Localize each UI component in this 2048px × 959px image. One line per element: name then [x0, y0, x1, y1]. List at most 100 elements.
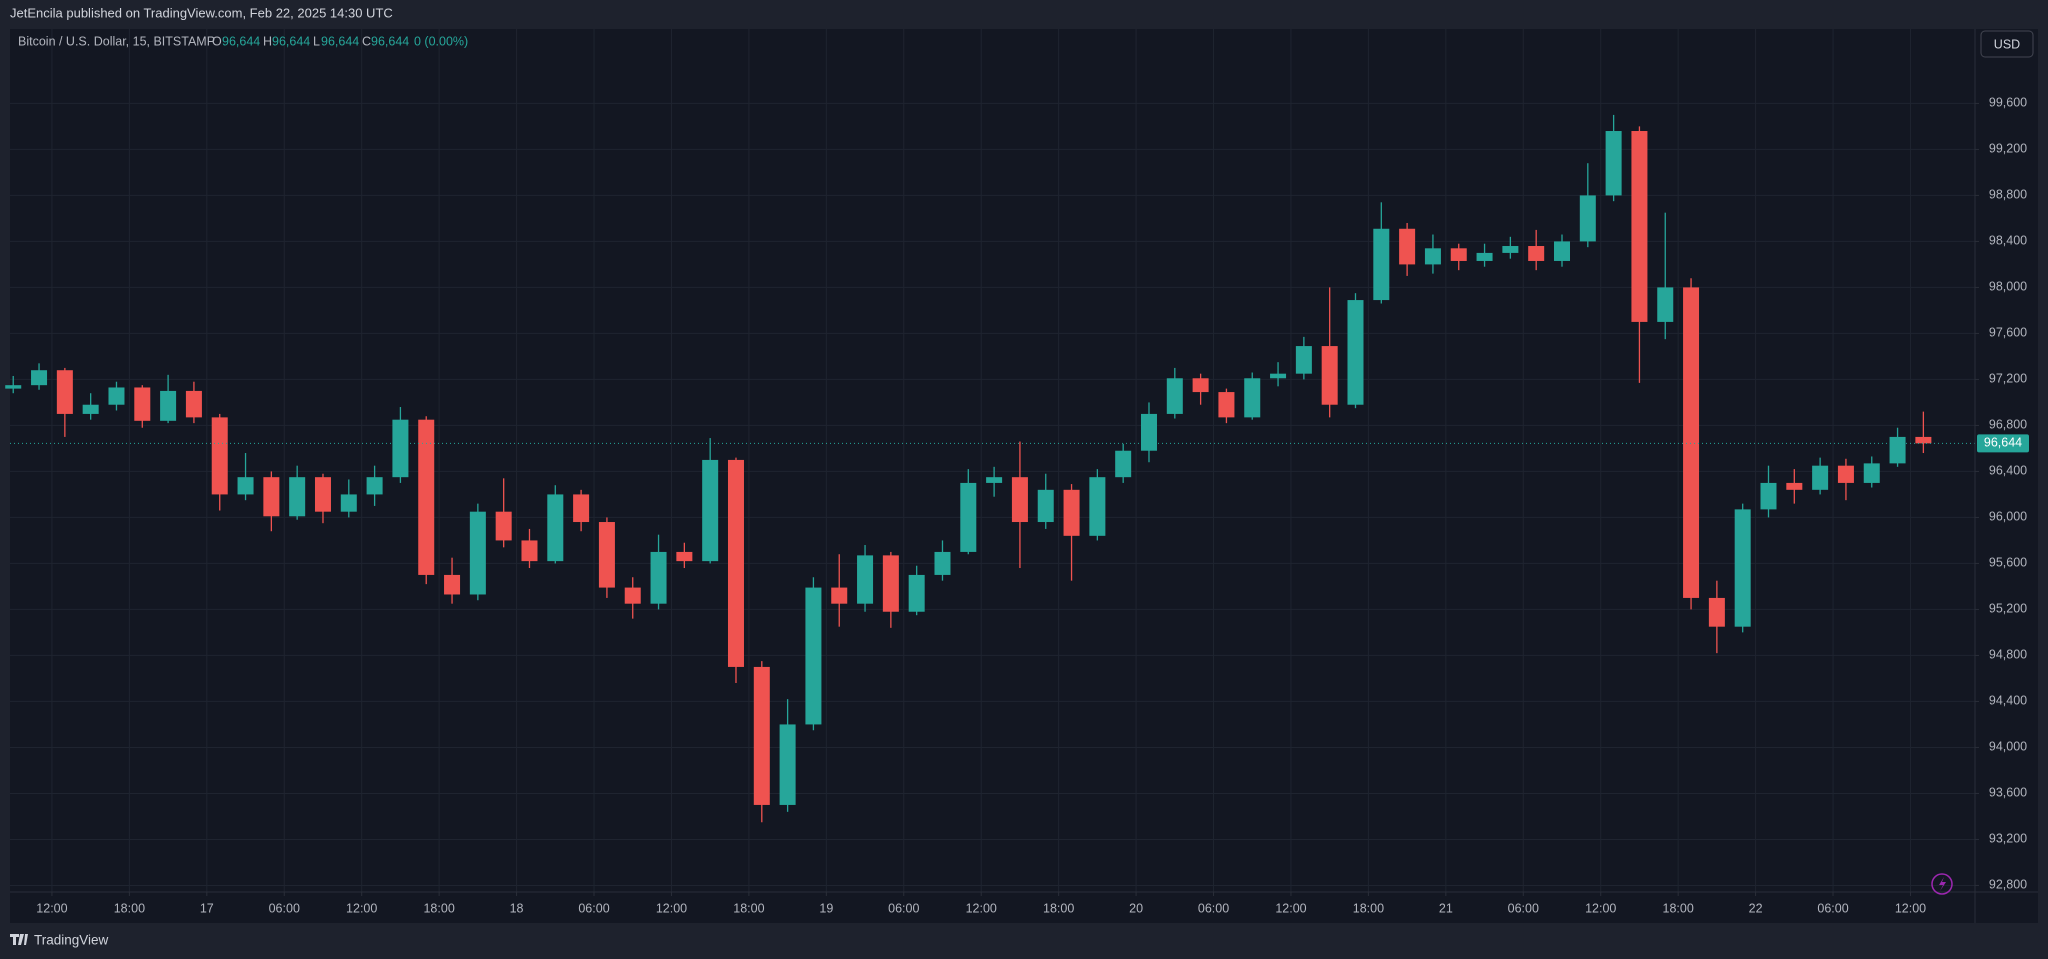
assistant-circle[interactable] — [1931, 873, 1953, 895]
candle-body — [805, 587, 822, 725]
candle-body — [1192, 378, 1209, 393]
candle-body — [5, 385, 22, 389]
y-tick-label: 94,400 — [1989, 694, 2027, 708]
candle-body — [1734, 509, 1751, 627]
legend-change: 0 (0.00%) — [414, 34, 468, 48]
candle-body — [185, 390, 202, 418]
candle-body — [469, 511, 486, 595]
assistant-icon[interactable] — [1931, 873, 1953, 895]
x-tick-label: 12:00 — [656, 901, 687, 915]
currency-button-box[interactable] — [1980, 30, 2034, 58]
candle-body — [211, 417, 228, 495]
x-tick-label: 21 — [1439, 901, 1453, 915]
candle-body — [1373, 228, 1390, 301]
x-tick-label: 18:00 — [114, 901, 145, 915]
y-tick-label: 99,600 — [1989, 96, 2027, 110]
candle-body — [289, 477, 306, 517]
candle-body — [1270, 373, 1287, 379]
y-tick-label: 96,800 — [1989, 418, 2027, 432]
candle-body — [1812, 465, 1829, 490]
candle-body — [1708, 597, 1725, 627]
candle-body — [1502, 246, 1519, 253]
y-tick-label: 99,200 — [1989, 142, 2027, 156]
candle-body — [1244, 378, 1261, 418]
candle-body — [1140, 413, 1157, 451]
x-tick-label: 06:00 — [1508, 901, 1539, 915]
candle-body — [598, 522, 615, 588]
x-tick-label: 18:00 — [423, 901, 454, 915]
y-tick-label: 96,000 — [1989, 510, 2027, 524]
candle-body — [624, 587, 641, 604]
x-tick-label: 18:00 — [1043, 901, 1074, 915]
candle-body — [650, 551, 667, 604]
x-tick-label: 12:00 — [346, 901, 377, 915]
candle-body — [1528, 246, 1545, 261]
candle-body — [857, 555, 874, 604]
candle-body — [702, 459, 719, 562]
legend-ohlc: O 96,644 H 96,644 L 96,644 C 96,644 0 (0… — [212, 34, 468, 48]
candle-body — [1115, 450, 1132, 478]
candle-body — [392, 419, 409, 478]
candle-body — [160, 390, 177, 421]
assistant-bolt[interactable] — [1939, 877, 1946, 891]
candle-body — [56, 370, 73, 414]
x-tick-label: 06:00 — [1817, 901, 1848, 915]
y-tick-label: 98,000 — [1989, 280, 2027, 294]
overlay: 92,800 93,200 93,600 94,000 94,400 94,800 95,2… — [10, 96, 2029, 915]
candle-body — [1476, 252, 1493, 261]
candle-body — [366, 477, 383, 495]
candle-body — [31, 370, 48, 386]
candle-body — [960, 482, 977, 552]
candle-body — [495, 511, 512, 541]
candle-body — [753, 666, 770, 805]
candle-body — [1089, 477, 1106, 536]
candle-body — [676, 551, 693, 562]
candle-body — [908, 574, 925, 612]
candle-body — [108, 387, 125, 405]
candle-body — [1683, 287, 1700, 598]
candle-body — [418, 419, 435, 575]
legend-o-label: O — [212, 34, 222, 48]
legend-h-value: 96,644 — [272, 34, 310, 48]
candle-body — [263, 477, 280, 517]
x-tick-label: 12:00 — [1585, 901, 1616, 915]
candle-body — [1915, 436, 1932, 444]
legend-symbol: Bitcoin / U.S. Dollar, 15, BITSTAMP — [18, 34, 215, 48]
legend-l-label: L — [313, 34, 320, 48]
legend-o-value: 96,644 — [222, 34, 260, 48]
candle-body — [1424, 248, 1441, 265]
chart-area — [10, 29, 2038, 923]
y-tick-label: 98,400 — [1989, 234, 2027, 248]
candle-body — [547, 494, 564, 562]
y-tick-label: 93,200 — [1989, 832, 2027, 846]
candles — [5, 114, 1932, 823]
x-tick-label: 12:00 — [1895, 901, 1926, 915]
legend-h-label: H — [263, 34, 272, 48]
x-tick-label: 17 — [200, 901, 214, 915]
legend-l-value: 96,644 — [321, 34, 359, 48]
candle-body — [314, 477, 331, 512]
currency-button[interactable]: USD — [1980, 30, 2034, 58]
candle-body — [444, 574, 461, 595]
candle-body — [1760, 482, 1777, 510]
x-tick-label: 12:00 — [36, 901, 67, 915]
candle-body — [340, 494, 357, 512]
candle-body — [1657, 287, 1674, 322]
x-tick-label: 19 — [819, 901, 833, 915]
y-tick-label: 94,000 — [1989, 740, 2027, 754]
y-tick-label: 94,800 — [1989, 648, 2027, 662]
candle-body — [986, 477, 1003, 483]
candle-body — [1399, 228, 1416, 265]
x-tick-label: 18:00 — [1663, 901, 1694, 915]
candle-body — [1347, 300, 1364, 405]
x-tick-label: 20 — [1129, 901, 1143, 915]
candle-body — [1166, 378, 1183, 414]
x-tick-label: 22 — [1749, 901, 1763, 915]
currency-label[interactable]: USD — [1994, 37, 2020, 51]
candle-body — [1011, 477, 1028, 523]
candle-body — [573, 494, 590, 523]
candle-body — [727, 459, 744, 667]
candle-body — [237, 477, 254, 495]
